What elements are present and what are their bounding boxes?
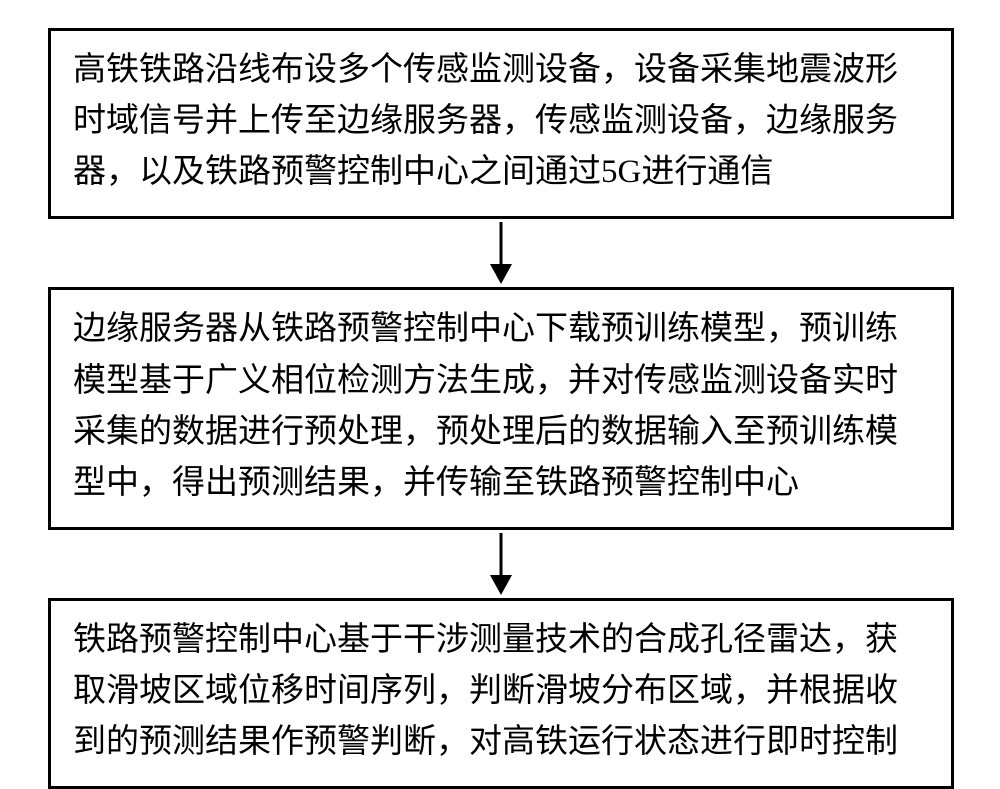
flow-node-text: 边缘服务器从铁路预警控制中心下载预训练模型，预训练模型基于广义相位检测方法生成，…	[73, 311, 898, 500]
arrow-down-icon	[486, 533, 516, 595]
flow-node-text: 高铁铁路沿线布设多个传感监测设备，设备采集地震波形时域信号并上传至边缘服务器，传…	[73, 52, 898, 190]
flow-node-step3: 铁路预警控制中心基于干涉测量技术的合成孔径雷达，获取滑坡区域位移时间序列，判断滑…	[48, 598, 954, 789]
flow-arrow-1	[481, 219, 521, 287]
flow-node-step1: 高铁铁路沿线布设多个传感监测设备，设备采集地震波形时域信号并上传至边缘服务器，传…	[48, 28, 954, 219]
arrow-down-icon	[486, 222, 516, 284]
flow-arrow-2	[481, 530, 521, 598]
flow-node-step2: 边缘服务器从铁路预警控制中心下载预训练模型，预训练模型基于广义相位检测方法生成，…	[48, 287, 954, 530]
flowchart-container: 高铁铁路沿线布设多个传感监测设备，设备采集地震波形时域信号并上传至边缘服务器，传…	[48, 28, 954, 789]
flow-node-text: 铁路预警控制中心基于干涉测量技术的合成孔径雷达，获取滑坡区域位移时间序列，判断滑…	[73, 622, 898, 760]
